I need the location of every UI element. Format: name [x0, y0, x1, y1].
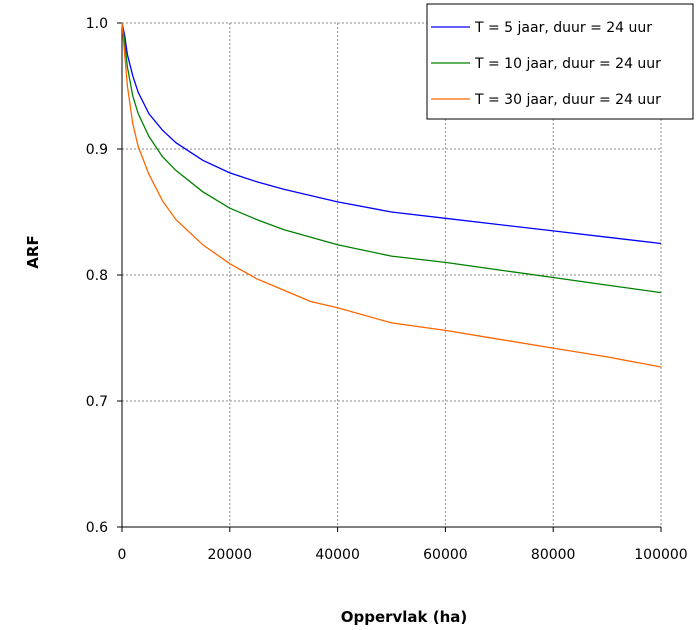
x-tick-label: 0	[118, 547, 127, 563]
legend-box	[426, 3, 694, 120]
legend-label-3: T = 30 jaar, duur = 24 uur	[474, 92, 661, 108]
y-tick-label: 0.7	[86, 394, 108, 410]
y-tick-label: 0.9	[86, 142, 108, 158]
tick-labels: 0 20000 40000 60000 80000 100000 0.6 0.7 0.8 0.9 1…	[86, 16, 688, 563]
series-line-3	[121, 22, 662, 368]
series-line-2	[121, 22, 662, 294]
legend-label-2: T = 10 jaar, duur = 24 uur	[474, 56, 661, 72]
series-lines	[121, 22, 662, 368]
x-tick-label: 40000	[315, 547, 360, 563]
x-axis-title: Oppervlak (ha)	[341, 608, 468, 626]
y-tick-label: 0.8	[86, 268, 108, 284]
series-line-1	[121, 22, 662, 245]
x-tick-label: 80000	[531, 547, 576, 563]
x-tick-label: 60000	[423, 547, 468, 563]
legend: T = 5 jaar, duur = 24 uur T = 10 jaar, du…	[426, 3, 694, 120]
x-tick-label: 20000	[208, 547, 253, 563]
x-tick-label: 100000	[634, 547, 687, 563]
axes	[117, 22, 662, 532]
y-axis-title: ARF	[24, 235, 42, 268]
legend-label-1: T = 5 jaar, duur = 24 uur	[474, 20, 652, 36]
y-tick-label: 0.6	[86, 520, 108, 536]
y-tick-label: 1.0	[86, 16, 108, 32]
